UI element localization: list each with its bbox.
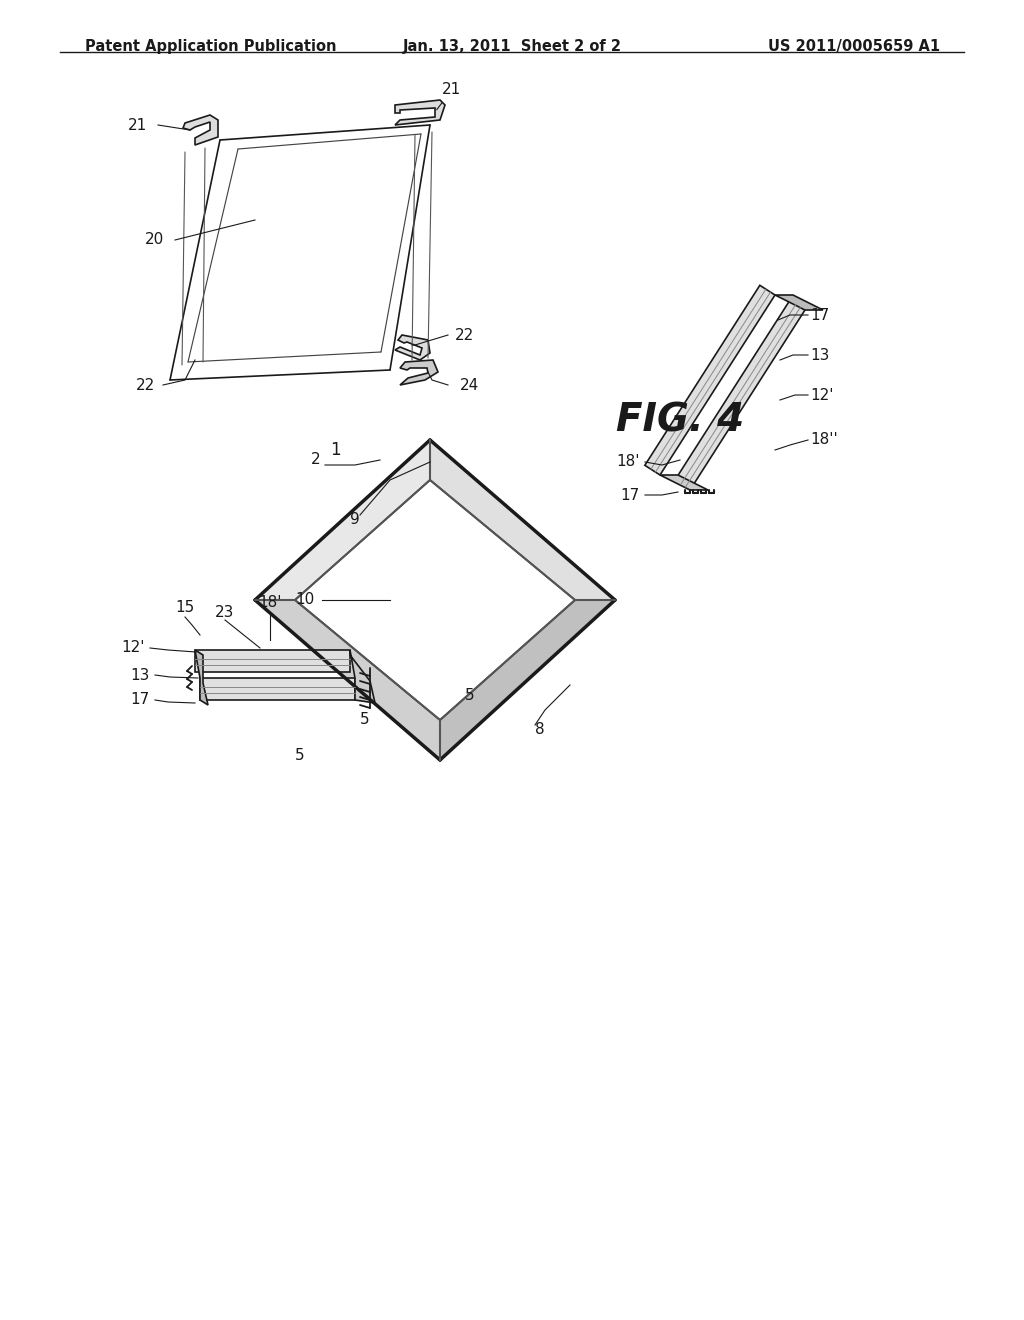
Text: Jan. 13, 2011  Sheet 2 of 2: Jan. 13, 2011 Sheet 2 of 2 [402, 38, 622, 54]
Text: 20: 20 [145, 232, 165, 248]
Polygon shape [660, 475, 708, 490]
Text: 18'': 18'' [810, 433, 838, 447]
Polygon shape [350, 649, 375, 704]
Polygon shape [440, 601, 615, 760]
Text: 2: 2 [310, 453, 319, 467]
Text: 21: 21 [128, 117, 147, 132]
Polygon shape [400, 360, 438, 385]
Text: 9: 9 [350, 512, 359, 528]
Text: 17: 17 [810, 308, 829, 322]
Polygon shape [255, 601, 440, 760]
Text: 15: 15 [175, 601, 195, 615]
Polygon shape [645, 285, 775, 475]
Text: 23: 23 [215, 605, 234, 620]
Text: 13: 13 [810, 347, 829, 363]
Text: 13: 13 [131, 668, 150, 682]
Text: 12': 12' [122, 640, 145, 656]
Polygon shape [195, 649, 350, 672]
Text: 21: 21 [436, 82, 461, 110]
Text: 12': 12' [810, 388, 834, 403]
Polygon shape [183, 115, 218, 145]
Polygon shape [675, 301, 805, 490]
Polygon shape [195, 649, 208, 705]
Text: 5: 5 [465, 688, 475, 702]
Polygon shape [395, 100, 445, 125]
Text: 10: 10 [295, 593, 314, 607]
Text: 18': 18' [616, 454, 640, 470]
Polygon shape [430, 440, 615, 601]
Polygon shape [775, 294, 823, 310]
Text: 24: 24 [460, 378, 479, 392]
Text: 17: 17 [131, 693, 150, 708]
Text: 18': 18' [258, 595, 282, 610]
Text: 1: 1 [330, 441, 340, 459]
Text: US 2011/0005659 A1: US 2011/0005659 A1 [768, 38, 940, 54]
Text: 17: 17 [621, 487, 640, 503]
Text: 22: 22 [455, 327, 474, 342]
Text: Patent Application Publication: Patent Application Publication [85, 38, 337, 54]
Text: FIG. 4: FIG. 4 [616, 401, 744, 440]
Polygon shape [255, 440, 430, 601]
Text: 5: 5 [295, 747, 305, 763]
Text: 5: 5 [360, 713, 370, 727]
Polygon shape [200, 678, 355, 700]
Text: 22: 22 [136, 378, 155, 392]
Text: 8: 8 [536, 722, 545, 738]
Polygon shape [395, 335, 430, 360]
